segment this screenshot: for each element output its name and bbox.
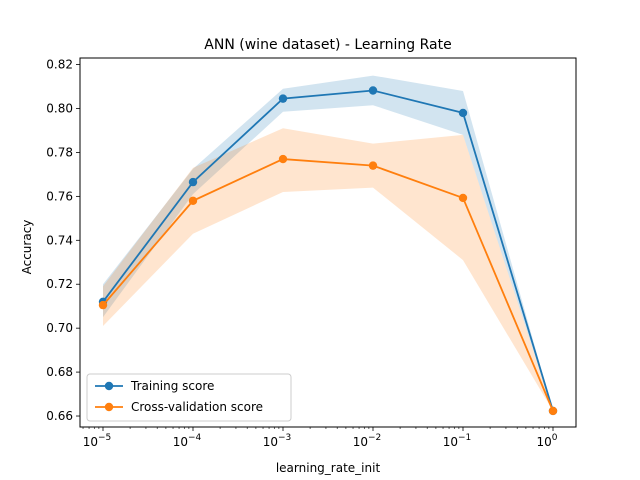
data-point [188, 177, 198, 187]
data-point [548, 406, 558, 416]
x-tick-label: 10−1 [443, 433, 472, 449]
series-line-0 [102, 89, 554, 412]
plot-area [79, 57, 577, 428]
y-tick-label: 0.70 [46, 321, 73, 335]
y-axis: 0.66 0.68 0.70 0.72 0.74 0.76 0.78 0.80 0.82 [46, 58, 80, 423]
x-tick-label: 10−2 [353, 433, 382, 449]
confidence-band-0 [103, 75, 553, 411]
y-tick-label: 0.78 [46, 145, 73, 159]
x-tick-label: 100 [536, 433, 557, 449]
y-tick-label: 0.76 [46, 189, 73, 203]
y-tick-label: 0.82 [46, 58, 73, 72]
y-tick-label: 0.74 [46, 233, 73, 247]
data-point [368, 161, 378, 170]
data-point [458, 108, 468, 118]
x-tick-label: 10−4 [173, 433, 202, 449]
data-point [368, 86, 378, 95]
y-tick-label: 0.72 [46, 277, 73, 291]
series-line-1 [102, 158, 554, 412]
y-axis-label: Accuracy [20, 220, 34, 275]
legend-swatch-marker [104, 402, 114, 412]
legend-swatch-marker [104, 381, 114, 391]
y-tick-label: 0.80 [46, 102, 73, 116]
data-point [188, 196, 198, 205]
legend: Training score Cross-validation score [86, 373, 292, 422]
x-axis-label: learning_rate_init [276, 461, 381, 475]
data-point [278, 94, 288, 103]
x-tick-label: 10−5 [83, 433, 112, 449]
y-tick-label: 0.66 [46, 409, 73, 423]
data-point [458, 193, 468, 203]
data-point [278, 154, 288, 164]
axes-frame [79, 57, 577, 428]
legend-label: Cross-validation score [131, 400, 263, 414]
x-axis: 10−5 10−4 10−3 10−2 10−1 100 [83, 427, 558, 449]
y-tick-label: 0.68 [46, 365, 73, 379]
legend-label: Training score [130, 379, 214, 393]
legend-box [86, 373, 292, 422]
x-tick-label: 10−3 [263, 433, 292, 449]
data-point [98, 300, 108, 310]
confidence-band-1 [103, 128, 553, 411]
chart-title: ANN (wine dataset) - Learning Rate [204, 37, 451, 53]
